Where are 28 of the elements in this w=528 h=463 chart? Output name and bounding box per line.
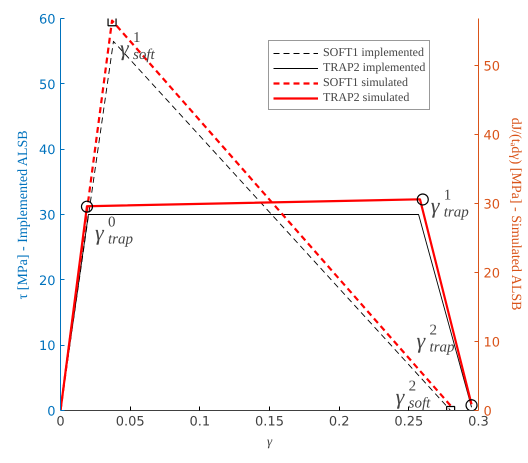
y-tick-label: 20 [38,274,56,289]
legend-label: TRAP2 implemented [323,60,426,75]
x-tick-label: 0.25 [394,414,424,430]
legend-label: SOFT1 implemented [323,45,424,60]
y2-tick-label: 40 [484,128,500,144]
x-tick-label: 0.2 [328,414,350,430]
y-tick-label: 60 [38,12,56,28]
y-tick-label: 10 [38,339,56,354]
x-tick-label: 0.15 [255,414,284,430]
y-tick-label: 40 [38,143,56,158]
y2-tick-label: 50 [484,59,500,74]
y2-axis-title: dJ/(tₐdγ) [MPa] - Simulated ALSB [508,118,524,311]
x-axis-title: γ [266,434,273,448]
y-tick-label: 0 [47,404,56,420]
y2-tick-label: 10 [484,335,500,350]
y2-tick-label: 30 [484,197,500,212]
x-tick-label: 0.05 [116,414,145,430]
x-tick-label: 0.3 [468,414,489,430]
y-tick-label: 30 [38,208,56,224]
legend-label: TRAP2 simulated [323,90,410,105]
legend-label: SOFT1 simulated [323,75,408,90]
y-tick-label: 50 [38,78,56,93]
point [416,193,429,206]
y2-tick-label: 20 [484,266,500,282]
y-axis-title: τ [MPa] - Implemented ALSB [16,130,31,300]
x-tick-label: 0.1 [189,414,210,430]
point [80,200,94,213]
point [107,18,117,26]
